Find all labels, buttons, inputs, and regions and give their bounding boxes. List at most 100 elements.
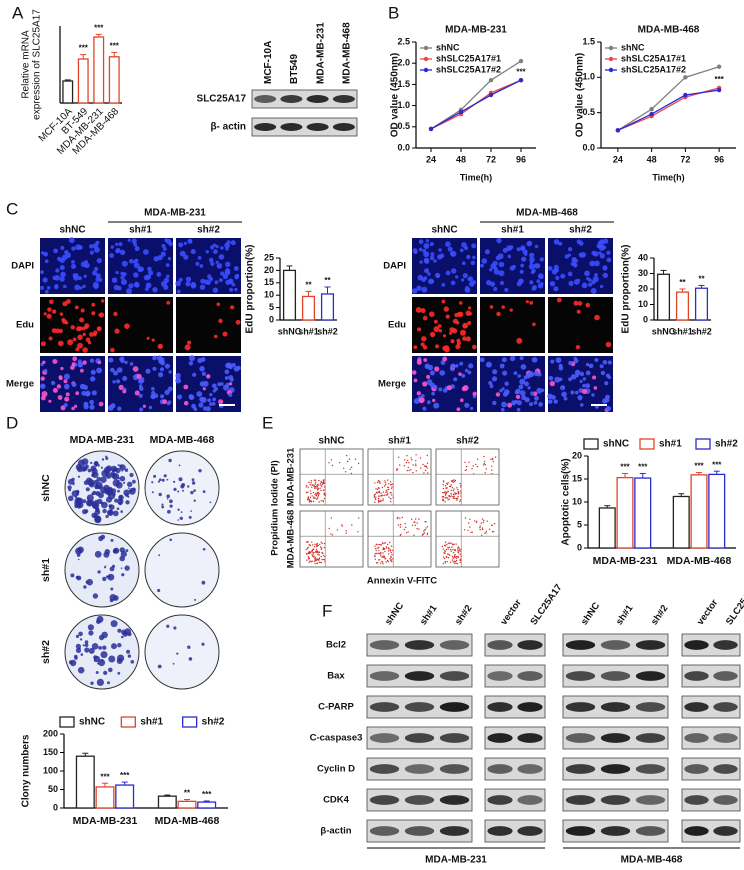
event-dot <box>455 559 458 562</box>
event-dot <box>382 499 384 502</box>
cell-nucleus <box>434 366 440 372</box>
cell-nucleus <box>107 405 114 411</box>
x-tick-label: sh#2 <box>691 326 712 336</box>
event-dot <box>453 543 455 545</box>
blot-band <box>517 826 543 836</box>
colony <box>105 472 112 479</box>
cell-nucleus <box>220 382 224 386</box>
event-dot <box>390 492 392 494</box>
cell-nucleus <box>413 250 418 255</box>
event-dot <box>331 464 334 467</box>
event-dot <box>358 517 360 519</box>
cell-nucleus <box>98 277 103 282</box>
cell-nucleus <box>527 240 533 246</box>
event-dot <box>390 487 393 489</box>
cell-nucleus <box>517 374 521 378</box>
colony <box>121 573 125 577</box>
cell-nucleus <box>228 280 233 285</box>
event-dot <box>450 495 452 498</box>
blot-strip <box>251 117 358 137</box>
event-dot <box>350 472 353 475</box>
event-dot <box>318 557 321 559</box>
cell-nucleus <box>422 249 427 253</box>
cell-nucleus <box>85 337 91 343</box>
cell-nucleus <box>455 275 459 279</box>
event-dot <box>382 556 384 558</box>
cell-nucleus <box>127 238 131 242</box>
cell-nucleus <box>504 389 510 395</box>
colony <box>117 489 120 493</box>
event-dot <box>457 491 459 494</box>
colony <box>119 464 123 468</box>
y-tick-label: 1.5 <box>582 36 595 46</box>
event-dot <box>324 494 326 496</box>
blot-strip <box>484 757 546 781</box>
micrograph <box>108 297 173 353</box>
cell-nucleus <box>456 321 460 325</box>
y-axis-label: Apoptotic cells(%) <box>561 458 572 545</box>
colony <box>109 490 114 494</box>
colony <box>123 481 126 484</box>
legend-marker <box>608 45 614 51</box>
event-dot <box>380 562 382 564</box>
cell-nucleus <box>602 272 608 279</box>
colony <box>176 652 179 655</box>
cell-nucleus <box>433 326 440 333</box>
cell-nucleus <box>78 326 83 331</box>
y-axis-label: OD value (450nm) <box>390 53 401 137</box>
event-dot <box>491 531 494 533</box>
event-dot <box>386 494 388 496</box>
cell-nucleus <box>460 329 466 336</box>
group-label: MDA-MB-468 <box>516 208 578 219</box>
cell-nucleus <box>492 260 498 267</box>
colony <box>69 659 77 667</box>
event-dot <box>374 498 377 500</box>
cell-nucleus <box>450 363 456 369</box>
cell-nucleus <box>468 363 474 369</box>
event-dot <box>391 494 393 496</box>
cell-nucleus <box>555 357 562 363</box>
point <box>683 92 688 98</box>
colony <box>173 480 176 483</box>
cell-nucleus <box>590 288 597 294</box>
colony <box>193 499 196 502</box>
colony <box>111 643 117 650</box>
event-dot <box>386 491 388 493</box>
x-tick-label: 72 <box>680 154 690 164</box>
cell-nucleus <box>520 364 527 370</box>
event-dot <box>379 544 381 546</box>
event-dot <box>426 532 429 534</box>
cell-nucleus <box>148 405 153 410</box>
cell-nucleus <box>116 379 121 384</box>
event-dot <box>313 546 316 548</box>
blot-band <box>713 795 738 805</box>
cell-nucleus <box>464 287 471 293</box>
point <box>716 64 722 69</box>
blot-strip <box>484 664 546 688</box>
group-label: MDA-MB-468 <box>621 855 683 866</box>
event-dot <box>305 548 307 551</box>
event-dot <box>314 497 316 499</box>
event-dot <box>445 548 448 551</box>
blot-strip <box>681 726 741 750</box>
blot-band <box>332 123 355 131</box>
colony <box>209 501 212 504</box>
colony <box>82 644 85 647</box>
blot-band <box>280 95 303 103</box>
cell-nucleus <box>77 342 83 349</box>
colony <box>76 575 82 581</box>
cell-nucleus <box>501 305 506 309</box>
event-dot <box>454 497 456 500</box>
colony <box>98 646 102 650</box>
event-dot <box>306 484 308 487</box>
event-dot <box>390 545 393 547</box>
blot-band <box>369 826 400 836</box>
bar <box>93 36 105 104</box>
cell-nucleus <box>514 399 518 404</box>
cell-nucleus <box>467 321 472 325</box>
cell-nucleus <box>150 393 156 400</box>
colony <box>112 492 116 496</box>
cell-nucleus <box>126 288 132 295</box>
cell-nucleus <box>462 261 466 266</box>
blot-band <box>404 764 435 774</box>
